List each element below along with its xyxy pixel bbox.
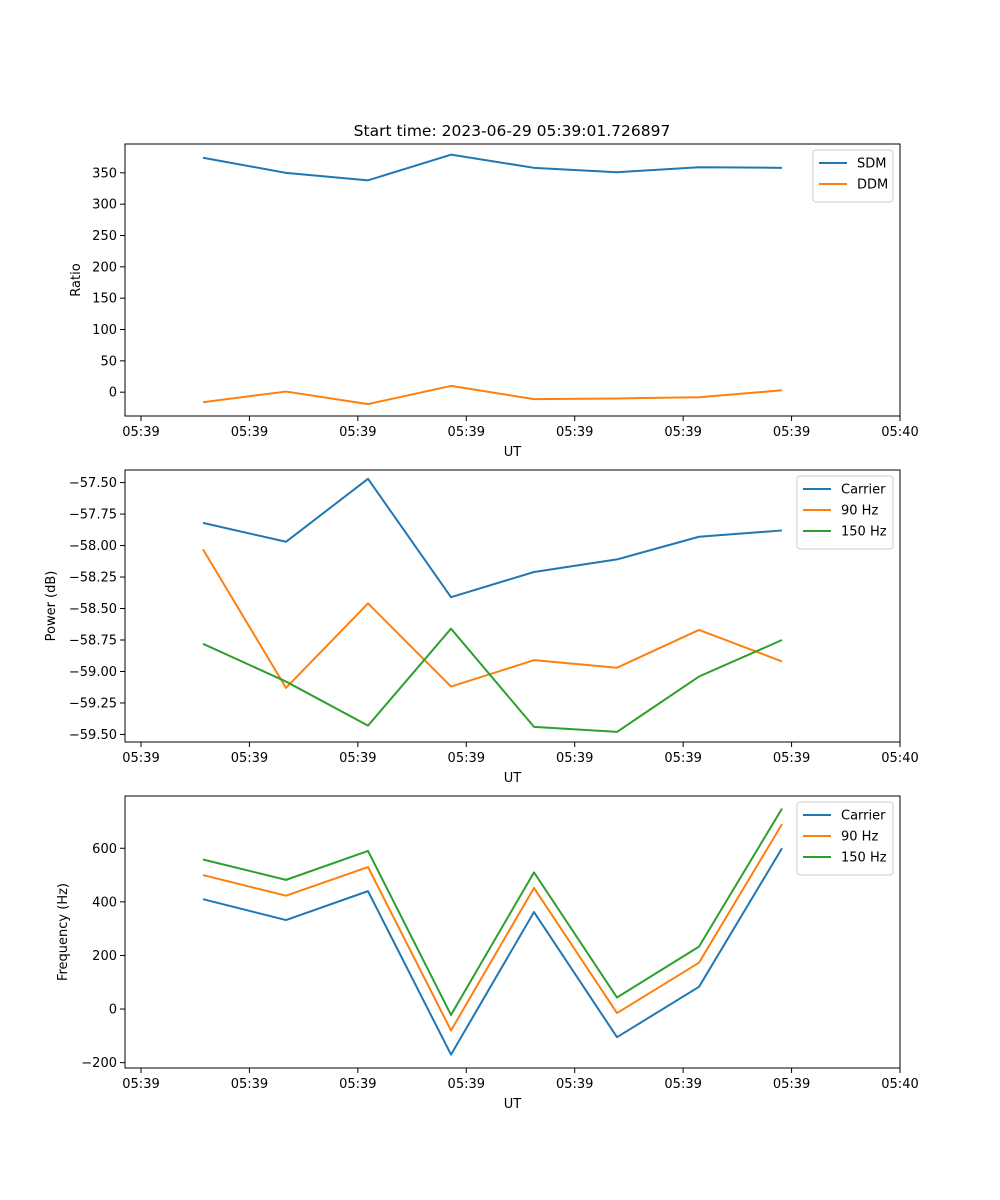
panels: 05:39 05:39 05:39 05:39 05:39 05:39 05:39 05:40… [44, 143, 919, 1112]
x-axis-label: UT [504, 1097, 522, 1112]
y-tick-label: −59.00 [69, 665, 117, 680]
y-tick-label: −200 [81, 1056, 117, 1071]
y-tick-label: −58.25 [69, 571, 117, 586]
axes-frame [124, 795, 901, 1069]
y-tick-label: −58.75 [69, 634, 117, 649]
x-tick-label: 05:40 [881, 425, 918, 440]
legend-entry-label: Carrier [841, 483, 886, 498]
y-tick-label: 50 [100, 354, 117, 369]
legend: Carrier 90 Hz 150 Hz [796, 801, 894, 876]
y-tick-label: 0 [109, 1003, 117, 1018]
series-line-3-3 [202, 808, 783, 1016]
legend-entry-label: Carrier [841, 809, 886, 824]
y-tick-label: −59.25 [69, 696, 117, 711]
series-line-3-2 [202, 823, 783, 1032]
x-tick-label: 05:39 [773, 425, 810, 440]
y-tick-label: 300 [92, 198, 117, 213]
x-tick-label: 05:39 [664, 425, 701, 440]
legend-entry-label: 90 Hz [841, 504, 878, 519]
y-tick-label: −57.50 [69, 476, 117, 491]
y-tick-label: 200 [92, 949, 117, 964]
y-tick-label: 250 [92, 229, 117, 244]
y-tick-label: 150 [92, 292, 117, 307]
y-tick-label: 100 [92, 323, 117, 338]
legend-entry-label: SDM [857, 157, 886, 172]
series-line-1-2 [202, 384, 783, 406]
x-tick-label: 05:39 [664, 751, 701, 766]
y-tick-label: −58.50 [69, 602, 117, 617]
y-axis-label: Frequency (Hz) [56, 883, 71, 981]
x-tick-label: 05:39 [773, 751, 810, 766]
y-axis-label: Power (dB) [44, 571, 59, 642]
legend: Carrier 90 Hz 150 Hz [796, 475, 894, 550]
x-tick-label: 05:39 [339, 751, 376, 766]
x-tick-label: 05:39 [122, 1077, 159, 1092]
series-line-1-1 [202, 153, 783, 182]
x-axis-label: UT [504, 445, 522, 460]
x-tick-label: 05:40 [881, 751, 918, 766]
figure-title: Start time: 2023-06-29 05:39:01.726897 [354, 122, 671, 140]
x-tick-label: 05:39 [122, 425, 159, 440]
x-tick-label: 05:39 [773, 1077, 810, 1092]
x-tick-label: 05:40 [881, 1077, 918, 1092]
x-tick-label: 05:39 [339, 425, 376, 440]
x-axis-label: UT [504, 771, 522, 786]
y-tick-label: −58.00 [69, 539, 117, 554]
x-tick-label: 05:39 [448, 1077, 485, 1092]
legend: SDM DDM [812, 149, 894, 203]
x-tick-label: 05:39 [556, 425, 593, 440]
x-tick-label: 05:39 [231, 751, 268, 766]
y-axis-label: Ratio [69, 263, 84, 296]
x-tick-label: 05:39 [556, 1077, 593, 1092]
chart-panel-2: 05:39 05:39 05:39 05:39 05:39 05:39 05:39 05:40… [44, 469, 919, 786]
y-tick-label: 200 [92, 260, 117, 275]
series-line-2-2 [202, 548, 783, 689]
x-tick-label: 05:39 [231, 425, 268, 440]
axes-frame [124, 469, 901, 743]
x-tick-label: 05:39 [122, 751, 159, 766]
y-tick-label: −59.50 [69, 728, 117, 743]
axes-frame [124, 143, 901, 417]
series-line-3-1 [202, 847, 783, 1056]
y-tick-label: 400 [92, 895, 117, 910]
legend-entry-label: 150 Hz [841, 525, 887, 540]
chart-panel-3: 05:39 05:39 05:39 05:39 05:39 05:39 05:39 05:40… [56, 795, 919, 1112]
x-tick-label: 05:39 [664, 1077, 701, 1092]
x-tick-label: 05:39 [339, 1077, 376, 1092]
legend-entry-label: DDM [857, 178, 888, 193]
series-line-2-1 [202, 477, 783, 599]
y-tick-label: −57.75 [69, 508, 117, 523]
y-tick-label: 350 [92, 166, 117, 181]
legend-entry-label: 150 Hz [841, 851, 887, 866]
x-tick-label: 05:39 [231, 1077, 268, 1092]
chart-panel-1: 05:39 05:39 05:39 05:39 05:39 05:39 05:39 05:40… [69, 143, 919, 460]
x-tick-label: 05:39 [556, 751, 593, 766]
x-tick-label: 05:39 [448, 425, 485, 440]
x-tick-label: 05:39 [448, 751, 485, 766]
y-tick-label: 600 [92, 842, 117, 857]
y-tick-label: 0 [109, 386, 117, 401]
series-line-2-3 [202, 627, 783, 733]
legend-entry-label: 90 Hz [841, 830, 878, 845]
